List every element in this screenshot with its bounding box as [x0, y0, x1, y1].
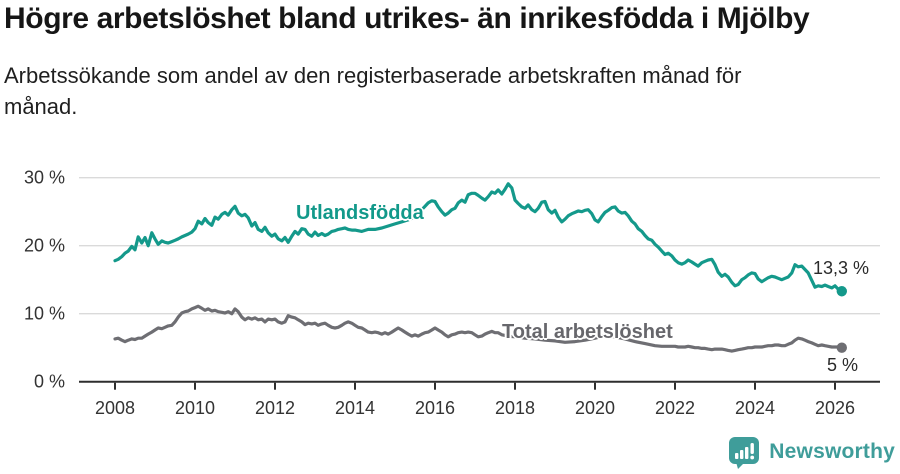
end-value-label-utlandsfodda: 13,3 % [813, 258, 870, 278]
x-tick-label-2016: 2016 [415, 398, 455, 418]
page-title: Högre arbetslöshet bland utrikes- än inr… [4, 2, 810, 35]
x-tick-label-2010: 2010 [175, 398, 215, 418]
series-label-total-arbetsloshet: Total arbetslöshet [502, 321, 673, 343]
x-tick-label-2008: 2008 [95, 398, 135, 418]
y-tick-label-10: 10 % [24, 304, 65, 324]
newsworthy-logo-icon [729, 437, 760, 469]
x-tick-label-2026: 2026 [815, 398, 855, 418]
end-value-label-total: 5 % [827, 355, 859, 375]
y-tick-label-20: 20 % [24, 236, 65, 256]
series-end-dot-total-arbetsloshet [836, 342, 847, 353]
x-tick-label-2012: 2012 [255, 398, 295, 418]
series-line-utlandsfodda [113, 182, 844, 293]
y-tick-label-0: 0 % [34, 372, 65, 392]
series-label-utlandsfodda: Utlandsfödda [296, 202, 424, 224]
x-tick-label-2022: 2022 [655, 398, 695, 418]
series-line-total-arbetsloshet [113, 304, 844, 353]
x-tick-label-2024: 2024 [735, 398, 775, 418]
chart-subtitle: Arbetssökande som andel av den registerb… [4, 63, 742, 119]
x-tick-label-2014: 2014 [335, 398, 375, 418]
newsworthy-logo[interactable]: Newsworthy [728, 435, 895, 469]
x-tick-label-2018: 2018 [495, 398, 535, 418]
x-tick-label-2020: 2020 [575, 398, 615, 418]
series-end-dot-utlandsfodda [836, 286, 847, 297]
y-tick-label-30: 30 % [24, 168, 65, 188]
newsworthy-logo-text: Newsworthy [769, 440, 895, 463]
